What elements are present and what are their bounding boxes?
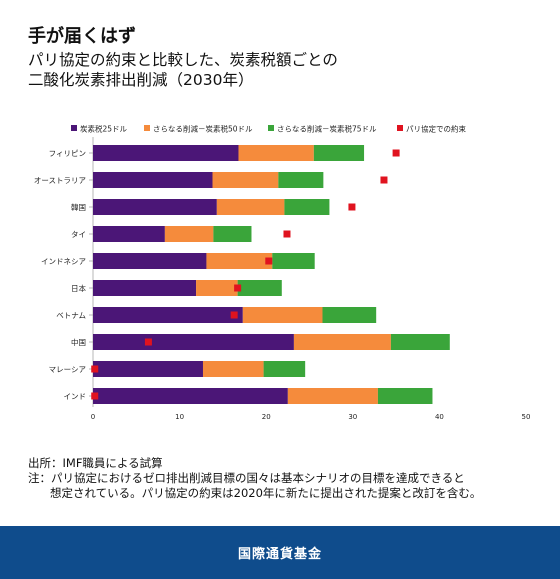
bar-segment <box>93 199 217 215</box>
legend-swatch <box>397 125 403 131</box>
pledge-marker <box>91 392 99 400</box>
bar-segment <box>206 253 273 269</box>
x-tick-label: 50 <box>522 413 531 421</box>
category-label: インド <box>64 392 87 401</box>
org-name: 国際通貨基金 <box>237 547 322 562</box>
x-tick-label: 30 <box>348 413 357 421</box>
bar-segment <box>313 145 365 161</box>
note-line-2: 想定されている。パリ協定の約束は2020年に新たに提出された提案と改訂を含む。 <box>50 486 482 500</box>
bar-segment <box>196 280 238 296</box>
bar-segment <box>93 361 203 377</box>
subtitle-line-2: 二酸化炭素排出削減（2030年） <box>28 71 254 89</box>
chart-title: 手が届くはず <box>28 26 136 47</box>
category-label: 中国 <box>71 337 86 347</box>
bar-segment <box>93 388 288 404</box>
bar-segment <box>242 307 323 323</box>
x-tick-label: 10 <box>175 413 184 421</box>
x-tick-label: 40 <box>435 413 444 421</box>
stacked-bar-chart: 炭素税25ドル さらなる削減－炭素税50ドル さらなる削減－炭素税75ドル パリ協定で… <box>34 124 531 422</box>
bar-segment <box>93 280 197 296</box>
footer-banner: 国際通貨基金 <box>0 526 560 579</box>
bar-segment <box>93 145 239 161</box>
category-label: オーストラリア <box>34 176 86 185</box>
bar-segment <box>238 145 314 161</box>
pledge-marker <box>380 176 388 184</box>
pledge-marker <box>230 311 238 319</box>
bar-segment <box>212 172 279 188</box>
category-label: 韓国 <box>71 202 86 212</box>
bar-segment <box>216 199 285 215</box>
bar-segment <box>287 388 378 404</box>
note-line-1: 注：パリ協定におけるゼロ排出削減目標の国々は基本シナリオの目標を達成できると <box>28 471 465 485</box>
pledge-marker <box>265 257 273 265</box>
bar-segment <box>164 226 214 242</box>
category-label: マレーシア <box>49 365 86 374</box>
subtitle-line-1: パリ協定の約束と比較した、炭素税額ごとの <box>28 51 338 69</box>
legend-label: パリ協定での約束 <box>406 124 466 134</box>
bar-segment <box>93 334 294 350</box>
bar-segment <box>213 226 252 242</box>
legend-label: さらなる削減－炭素税75ドル <box>277 124 377 134</box>
legend-label: さらなる削減－炭素税50ドル <box>153 124 253 134</box>
bar-segment <box>293 334 391 350</box>
pledge-marker <box>283 230 291 238</box>
chart-subtitle: パリ協定の約束と比較した、炭素税額ごとの 二酸化炭素排出削減（2030年） <box>28 50 528 90</box>
pledge-marker <box>144 338 152 346</box>
legend-swatch <box>268 125 274 131</box>
legend-swatch <box>71 125 77 131</box>
category-label: ベトナム <box>56 311 86 320</box>
pledge-marker <box>234 284 242 292</box>
legend-swatch <box>144 125 150 131</box>
pledge-marker <box>91 365 99 373</box>
bar-segment <box>390 334 450 350</box>
source-note: 出所：IMF職員による試算 <box>28 456 163 470</box>
bar-segment <box>202 361 264 377</box>
bar-segment <box>93 172 213 188</box>
pledge-marker <box>392 149 400 157</box>
bar-segment <box>93 307 243 323</box>
x-tick-label: 0 <box>91 413 95 421</box>
bar-segment <box>237 280 282 296</box>
notes-block: 出所：IMF職員による試算 注：パリ協定におけるゼロ排出削減目標の国々は基本シナ… <box>28 456 548 501</box>
bar-segment <box>272 253 315 269</box>
bar-segment <box>278 172 324 188</box>
category-label: タイ <box>71 230 86 239</box>
bar-segment <box>93 226 165 242</box>
category-label: フィリピン <box>49 149 86 158</box>
legend-label: 炭素税25ドル <box>80 124 128 134</box>
category-label: インドネシア <box>41 257 86 266</box>
category-label: 日本 <box>71 283 86 293</box>
bar-segment <box>93 253 207 269</box>
bar-segment <box>284 199 330 215</box>
pledge-marker <box>348 203 356 211</box>
bar-segment <box>263 361 306 377</box>
bar-segment <box>322 307 377 323</box>
bar-segment <box>377 388 433 404</box>
x-tick-label: 20 <box>262 413 271 421</box>
